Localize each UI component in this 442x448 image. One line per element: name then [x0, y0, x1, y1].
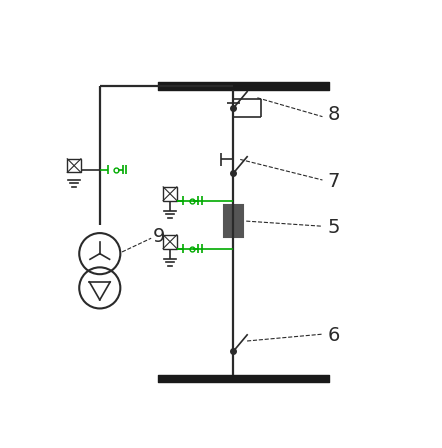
Text: 8: 8 [328, 105, 340, 125]
Bar [67, 159, 81, 172]
Bar [163, 235, 177, 249]
Bar [163, 187, 177, 201]
Text: 6: 6 [328, 326, 340, 345]
Bar [224, 205, 243, 237]
Text: 5: 5 [328, 219, 340, 237]
Text: 7: 7 [328, 172, 340, 191]
Text: 9: 9 [153, 227, 165, 246]
